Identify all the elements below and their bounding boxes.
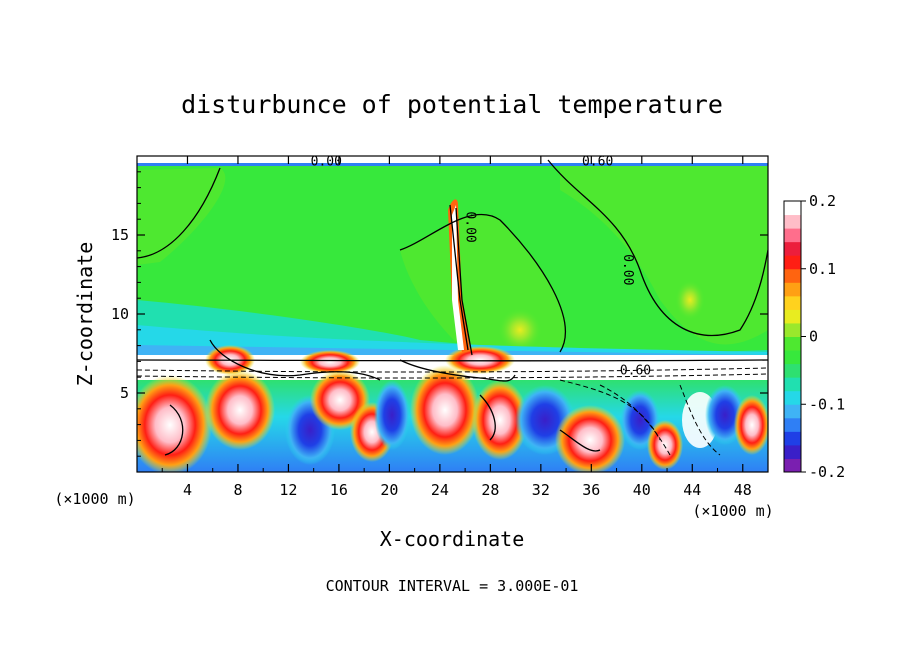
colorbar-swatch bbox=[784, 417, 801, 432]
colorbar-swatch bbox=[784, 214, 801, 229]
colorbar-swatch bbox=[784, 363, 801, 378]
x-tick-label: 16 bbox=[330, 481, 348, 499]
colorbar-swatch bbox=[784, 404, 801, 419]
contour-label: 0.00 bbox=[311, 155, 342, 170]
colorbar-swatch bbox=[784, 350, 801, 365]
y-axis-ticks: 5 10 15 bbox=[111, 171, 768, 457]
y-tick-label: 15 bbox=[111, 226, 129, 244]
x-axis-label: X-coordinate bbox=[380, 527, 525, 551]
contour-interval-note: CONTOUR INTERVAL = 3.000E-01 bbox=[326, 577, 579, 595]
x-unit-left: (×1000 m) bbox=[54, 490, 135, 508]
x-tick-label: 8 bbox=[233, 481, 242, 499]
colorbar-swatch bbox=[784, 431, 801, 446]
y-axis-label: Z-coordinate bbox=[73, 242, 97, 387]
colorbar-tick-label: 0.2 bbox=[809, 192, 836, 210]
colorbar-swatch bbox=[784, 201, 801, 216]
colorbar-tick-label: -0.2 bbox=[809, 463, 845, 481]
x-unit-right: (×1000 m) bbox=[692, 502, 773, 520]
heatmap-field: 0.00 0.60 0.00 0.00 0.60 bbox=[137, 155, 768, 472]
colorbar-swatch bbox=[784, 444, 801, 459]
colorbar bbox=[783, 200, 802, 473]
colorbar-tick-label: 0.1 bbox=[809, 260, 836, 278]
colorbar-swatch bbox=[784, 295, 801, 310]
colorbar-swatch bbox=[784, 255, 801, 270]
colorbar-swatch bbox=[784, 309, 801, 324]
x-tick-label: 20 bbox=[380, 481, 398, 499]
colorbar-swatch bbox=[784, 377, 801, 392]
y-tick-label: 10 bbox=[111, 305, 129, 323]
x-tick-label: 32 bbox=[532, 481, 550, 499]
y-tick-label: 5 bbox=[120, 384, 129, 402]
x-tick-label: 12 bbox=[279, 481, 297, 499]
colorbar-swatch bbox=[784, 241, 801, 256]
x-tick-label: 24 bbox=[431, 481, 449, 499]
colorbar-tick-label: 0 bbox=[809, 328, 818, 346]
x-tick-label: 28 bbox=[481, 481, 499, 499]
x-tick-label: 48 bbox=[734, 481, 752, 499]
x-tick-label: 44 bbox=[683, 481, 701, 499]
x-axis-ticks: 4 8 12 16 20 24 28 32 36 40 44 48 bbox=[161, 156, 752, 499]
colorbar-swatch bbox=[784, 228, 801, 243]
colorbar-ticks: 0.2 0.1 0 -0.1 -0.2 bbox=[801, 192, 845, 481]
colorbar-swatch bbox=[784, 336, 801, 351]
colorbar-swatch bbox=[784, 268, 801, 283]
contour-label: 0.60 bbox=[620, 363, 651, 378]
chart-title: disturbunce of potential temperature bbox=[181, 90, 723, 119]
x-tick-label: 40 bbox=[633, 481, 651, 499]
x-tick-label: 36 bbox=[582, 481, 600, 499]
colorbar-swatch bbox=[784, 458, 801, 473]
contour-label: 0.60 bbox=[582, 155, 613, 170]
contour-label: 0.00 bbox=[462, 211, 477, 242]
x-tick-label: 4 bbox=[183, 481, 192, 499]
colorbar-swatch bbox=[784, 390, 801, 405]
contour-label: 0.00 bbox=[620, 254, 635, 285]
colorbar-tick-label: -0.1 bbox=[809, 395, 845, 413]
colorbar-swatch bbox=[784, 322, 801, 337]
colorbar-swatch bbox=[784, 282, 801, 297]
